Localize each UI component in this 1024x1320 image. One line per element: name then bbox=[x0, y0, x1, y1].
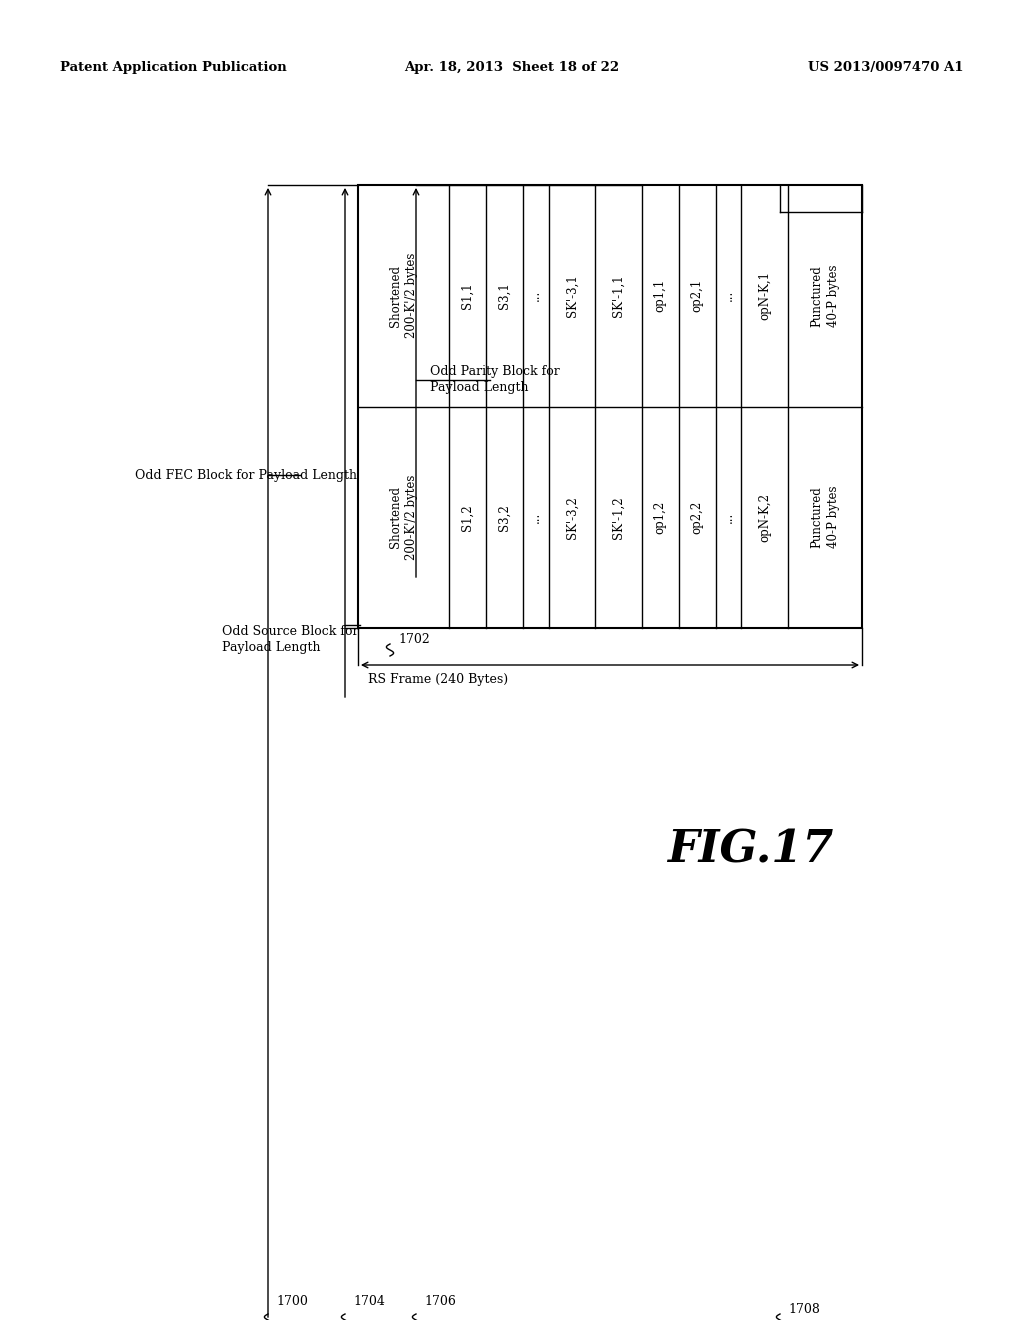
Text: SK'-3,1: SK'-3,1 bbox=[565, 275, 579, 317]
Text: op2,1: op2,1 bbox=[691, 279, 703, 313]
Text: S3,1: S3,1 bbox=[498, 282, 511, 309]
Text: op1,1: op1,1 bbox=[654, 279, 667, 313]
Text: op2,2: op2,2 bbox=[691, 500, 703, 533]
Text: ...: ... bbox=[529, 512, 543, 523]
Text: ...: ... bbox=[722, 512, 735, 523]
Text: US 2013/0097470 A1: US 2013/0097470 A1 bbox=[809, 62, 964, 74]
Bar bbox=[358, 185, 862, 628]
Text: Odd Source Block for
Payload Length: Odd Source Block for Payload Length bbox=[222, 624, 358, 653]
Text: 1706: 1706 bbox=[424, 1295, 456, 1308]
Text: Shortened
200-K'/2 bytes: Shortened 200-K'/2 bytes bbox=[389, 475, 418, 560]
Text: ...: ... bbox=[722, 290, 735, 301]
Text: 1708: 1708 bbox=[788, 1303, 820, 1316]
Text: opN-K,1: opN-K,1 bbox=[758, 271, 771, 321]
Text: SK'-1,2: SK'-1,2 bbox=[612, 496, 625, 539]
Text: Patent Application Publication: Patent Application Publication bbox=[60, 62, 287, 74]
Text: RS Frame (240 Bytes): RS Frame (240 Bytes) bbox=[368, 673, 508, 686]
Text: Punctured
40-P bytes: Punctured 40-P bytes bbox=[811, 486, 840, 549]
Text: S3,2: S3,2 bbox=[498, 504, 511, 531]
Text: Odd FEC Block for Payload Length: Odd FEC Block for Payload Length bbox=[135, 469, 357, 482]
Text: Apr. 18, 2013  Sheet 18 of 22: Apr. 18, 2013 Sheet 18 of 22 bbox=[404, 62, 620, 74]
Text: 1702: 1702 bbox=[398, 634, 430, 645]
Text: Odd Parity Block for
Payload Length: Odd Parity Block for Payload Length bbox=[430, 366, 560, 395]
Text: ...: ... bbox=[529, 290, 543, 301]
Text: SK'-1,1: SK'-1,1 bbox=[612, 275, 625, 317]
Text: op1,2: op1,2 bbox=[654, 500, 667, 533]
Text: S1,1: S1,1 bbox=[461, 282, 474, 309]
Text: S1,2: S1,2 bbox=[461, 504, 474, 531]
Text: 1704: 1704 bbox=[353, 1295, 385, 1308]
Text: SK'-3,2: SK'-3,2 bbox=[565, 496, 579, 539]
Text: FIG.17: FIG.17 bbox=[667, 829, 834, 871]
Text: opN-K,2: opN-K,2 bbox=[758, 492, 771, 541]
Text: Shortened
200-K'/2 bytes: Shortened 200-K'/2 bytes bbox=[389, 253, 418, 338]
Text: Punctured
40-P bytes: Punctured 40-P bytes bbox=[811, 264, 840, 327]
Text: 1700: 1700 bbox=[276, 1295, 308, 1308]
